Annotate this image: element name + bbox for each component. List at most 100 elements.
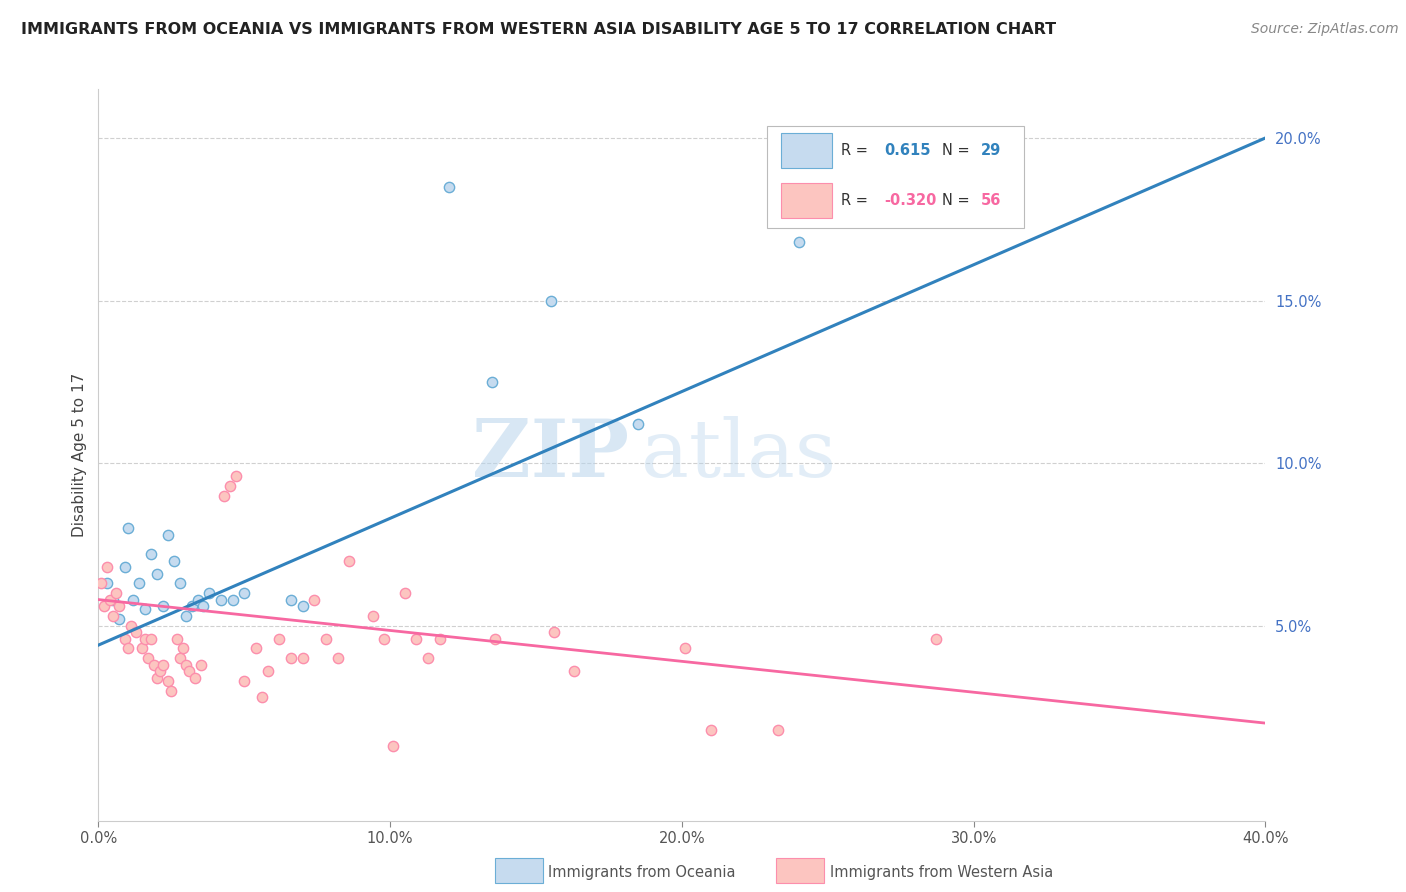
Text: ZIP: ZIP (472, 416, 630, 494)
Point (157, 527, 180, 541)
Y-axis label: Disability Age 5 to 17: Disability Age 5 to 17 (72, 373, 87, 537)
Point (315, 632, 337, 646)
Point (221, 592, 243, 607)
Point (218, 479, 240, 493)
Point (766, 723, 789, 737)
Point (134, 632, 156, 646)
Point (169, 651, 191, 665)
Point (394, 586, 416, 600)
Point (180, 599, 202, 613)
Point (152, 599, 174, 613)
Point (131, 641, 153, 656)
Text: 29: 29 (980, 144, 1001, 158)
Point (169, 576, 191, 591)
Point (120, 618, 142, 632)
Point (233, 586, 256, 600)
Point (269, 632, 291, 646)
Point (361, 608, 384, 623)
Point (212, 489, 235, 503)
Point (291, 651, 314, 665)
Point (627, 417, 650, 431)
Point (337, 553, 360, 567)
Point (280, 592, 302, 607)
Point (177, 664, 200, 678)
Point (484, 632, 506, 646)
Point (326, 651, 349, 665)
Point (673, 641, 696, 656)
Point (437, 179, 460, 194)
Point (429, 632, 451, 646)
Point (128, 576, 150, 591)
Text: atlas: atlas (641, 416, 837, 494)
Point (225, 469, 247, 483)
Point (187, 592, 209, 607)
FancyBboxPatch shape (768, 126, 1024, 228)
Point (101, 608, 124, 623)
Text: Immigrants from Western Asia: Immigrants from Western Asia (830, 865, 1053, 880)
Text: 0.615: 0.615 (884, 144, 931, 158)
Point (190, 657, 212, 672)
Point (117, 641, 139, 656)
Point (250, 690, 273, 705)
Point (108, 599, 131, 613)
Point (122, 592, 145, 607)
Point (142, 657, 165, 672)
Point (304, 592, 326, 607)
Point (540, 293, 562, 308)
Text: R =: R = (841, 144, 868, 158)
Point (101, 592, 124, 607)
FancyBboxPatch shape (782, 133, 832, 169)
Point (104, 586, 127, 600)
Point (373, 632, 395, 646)
Point (139, 632, 162, 646)
Point (787, 235, 810, 249)
Text: Source: ZipAtlas.com: Source: ZipAtlas.com (1251, 22, 1399, 37)
Point (108, 612, 131, 626)
Point (172, 641, 194, 656)
Point (256, 664, 278, 678)
Point (209, 592, 232, 607)
Point (174, 657, 197, 672)
Text: R =: R = (841, 194, 868, 208)
Point (160, 683, 183, 698)
Point (149, 664, 172, 678)
Point (925, 632, 948, 646)
FancyBboxPatch shape (782, 183, 832, 219)
Point (96, 560, 118, 574)
Point (114, 632, 136, 646)
Point (174, 608, 197, 623)
Point (125, 625, 148, 640)
Text: -0.320: -0.320 (884, 194, 936, 208)
Point (700, 723, 723, 737)
Point (152, 657, 174, 672)
Point (543, 625, 565, 640)
Point (136, 651, 159, 665)
Point (93, 599, 115, 613)
Text: Immigrants from Oceania: Immigrants from Oceania (548, 865, 735, 880)
Point (280, 651, 302, 665)
Point (146, 671, 169, 685)
Point (146, 566, 169, 581)
Point (291, 599, 314, 613)
Point (405, 632, 427, 646)
Point (481, 375, 503, 389)
Point (233, 673, 256, 688)
Text: N =: N = (942, 144, 970, 158)
Text: 56: 56 (980, 194, 1001, 208)
Point (163, 553, 186, 567)
Point (166, 632, 188, 646)
Point (134, 602, 156, 616)
Point (382, 739, 405, 753)
Point (183, 671, 205, 685)
Point (117, 521, 139, 535)
Point (90, 576, 112, 591)
Point (139, 547, 162, 561)
Point (98, 592, 121, 607)
Point (198, 586, 221, 600)
Point (96, 576, 118, 591)
Point (193, 599, 215, 613)
Point (245, 641, 267, 656)
Text: IMMIGRANTS FROM OCEANIA VS IMMIGRANTS FROM WESTERN ASIA DISABILITY AGE 5 TO 17 C: IMMIGRANTS FROM OCEANIA VS IMMIGRANTS FR… (21, 22, 1056, 37)
Point (562, 664, 585, 678)
Point (157, 673, 180, 688)
